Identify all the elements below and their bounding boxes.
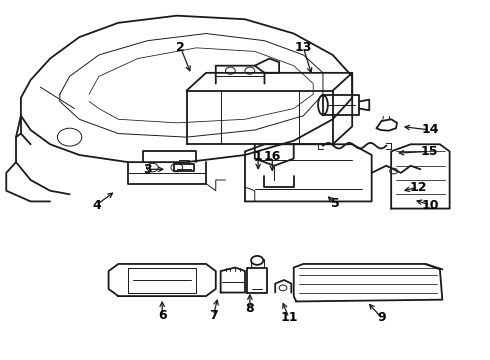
Text: 4: 4 — [92, 198, 101, 212]
Text: 13: 13 — [295, 41, 312, 54]
Text: 11: 11 — [280, 311, 297, 324]
Text: 5: 5 — [331, 197, 340, 210]
Text: 6: 6 — [158, 309, 167, 322]
Text: 16: 16 — [264, 150, 281, 163]
Text: 3: 3 — [143, 163, 152, 176]
Text: 12: 12 — [409, 181, 427, 194]
Text: 10: 10 — [421, 198, 439, 212]
Text: 9: 9 — [377, 311, 386, 324]
Text: 8: 8 — [245, 302, 254, 315]
Text: 2: 2 — [176, 41, 185, 54]
Text: 15: 15 — [420, 145, 438, 158]
Text: 7: 7 — [209, 309, 218, 322]
Text: 14: 14 — [421, 123, 439, 136]
Text: 1: 1 — [254, 150, 263, 163]
